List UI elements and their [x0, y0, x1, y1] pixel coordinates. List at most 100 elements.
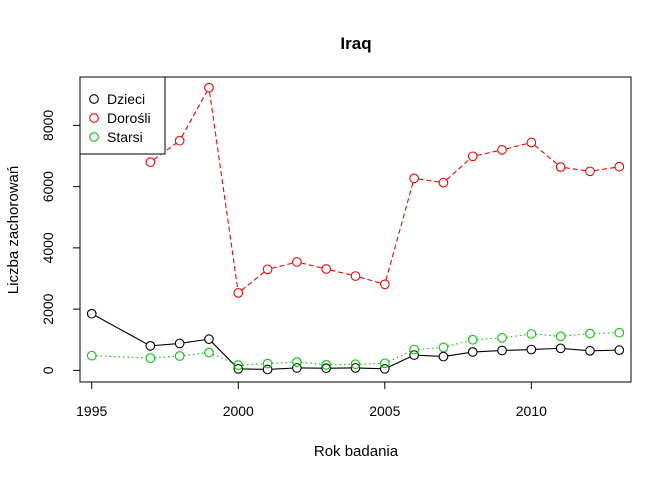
series-line-segment	[388, 350, 411, 362]
series-line-segment	[418, 354, 440, 357]
series-line-segment	[535, 347, 557, 350]
data-point	[409, 344, 419, 355]
series-line-segment	[95, 355, 147, 359]
series-line-segment	[271, 367, 293, 370]
data-point	[204, 334, 214, 344]
y-tick-label: 2000	[40, 293, 56, 324]
data-point	[350, 363, 361, 373]
series-line-segment	[534, 144, 558, 165]
series-0	[86, 308, 625, 375]
data-point	[467, 334, 478, 345]
series-line-segment	[181, 91, 208, 138]
data-point	[438, 351, 449, 362]
data-point	[292, 363, 302, 373]
series-line-segment	[359, 362, 381, 365]
data-point	[409, 173, 419, 184]
y-tick-label: 4000	[40, 232, 56, 263]
series-line-segment	[535, 333, 557, 337]
data-point	[204, 347, 214, 358]
data-point	[292, 257, 302, 267]
data-point	[321, 363, 332, 374]
x-tick-label: 1995	[76, 403, 107, 419]
series-line-segment	[271, 361, 293, 364]
data-point	[555, 162, 566, 172]
series-line-segment	[447, 352, 469, 357]
series-2	[86, 327, 625, 371]
series-line-segment	[301, 361, 322, 365]
data-point	[555, 331, 566, 342]
data-point	[292, 357, 302, 367]
series-line-segment	[476, 350, 498, 353]
series-line-segment	[300, 262, 323, 269]
data-point	[379, 363, 390, 374]
data-point	[438, 342, 449, 353]
series-line-segment	[359, 367, 381, 370]
series-line-segment	[212, 353, 235, 364]
data-point	[321, 360, 332, 370]
series-line-segment	[95, 315, 147, 345]
data-point	[497, 333, 507, 343]
data-point	[86, 350, 97, 361]
data-point	[467, 151, 478, 162]
series-line-segment	[446, 158, 470, 181]
data-point	[438, 177, 449, 188]
data-point	[497, 145, 507, 155]
series-line-segment	[241, 271, 265, 291]
series-line-segment	[506, 349, 528, 351]
x-tick-label: 2010	[516, 403, 547, 419]
data-point	[350, 271, 361, 281]
data-point	[145, 353, 156, 363]
data-point	[145, 341, 156, 351]
series-line-segment	[388, 356, 411, 368]
legend-label: Dzieci	[107, 91, 145, 107]
y-tick-label: 0	[40, 366, 56, 374]
series-line-segment	[183, 339, 205, 344]
legend: Dzieci Dorośli Starsi	[79, 76, 166, 155]
series-line-segment	[506, 333, 528, 338]
series-line-segment	[154, 355, 176, 359]
data-point	[526, 344, 537, 355]
series-line-segment	[211, 341, 236, 367]
data-point	[614, 345, 625, 356]
series-line-segment	[564, 167, 586, 172]
data-point	[585, 345, 595, 356]
series-line-segment	[154, 343, 176, 347]
data-point	[262, 364, 273, 375]
series-line-segment	[447, 340, 469, 347]
series-line-segment	[476, 150, 498, 156]
legend-marker	[89, 94, 99, 104]
data-point	[174, 351, 185, 361]
data-point	[409, 350, 419, 360]
series-line-segment	[385, 182, 414, 281]
data-point	[526, 329, 537, 339]
series-line-segment	[359, 276, 381, 284]
data-point	[555, 343, 566, 354]
data-point	[174, 338, 185, 349]
y-axis-label: Liczba zachorowań	[5, 166, 22, 294]
data-point	[467, 347, 478, 357]
series-line-segment	[476, 337, 498, 341]
legend-marker	[89, 113, 99, 123]
data-point	[145, 157, 156, 167]
series-line-segment	[506, 143, 528, 150]
x-axis-label: Rok badania	[314, 443, 399, 460]
data-point	[614, 161, 625, 172]
x-tick-label: 2000	[223, 403, 254, 419]
data-point	[233, 363, 244, 374]
series-1	[145, 82, 625, 298]
y-axis: 0 2000 4000 6000 8000	[40, 110, 81, 374]
x-axis: 1995 2000 2005 2010	[76, 381, 547, 419]
data-point	[379, 279, 390, 290]
data-point	[614, 327, 625, 338]
x-tick-label: 2005	[369, 403, 400, 419]
chart-title: Iraq	[340, 34, 371, 53]
data-point	[262, 264, 273, 275]
series-line-segment	[418, 347, 440, 350]
series-line-segment	[594, 332, 615, 335]
y-tick-label: 6000	[40, 171, 56, 202]
y-tick-label: 8000	[40, 110, 56, 141]
data-point	[350, 359, 361, 370]
series-line-segment	[153, 142, 177, 161]
legend-marker	[89, 132, 99, 142]
series-layer	[86, 82, 625, 375]
